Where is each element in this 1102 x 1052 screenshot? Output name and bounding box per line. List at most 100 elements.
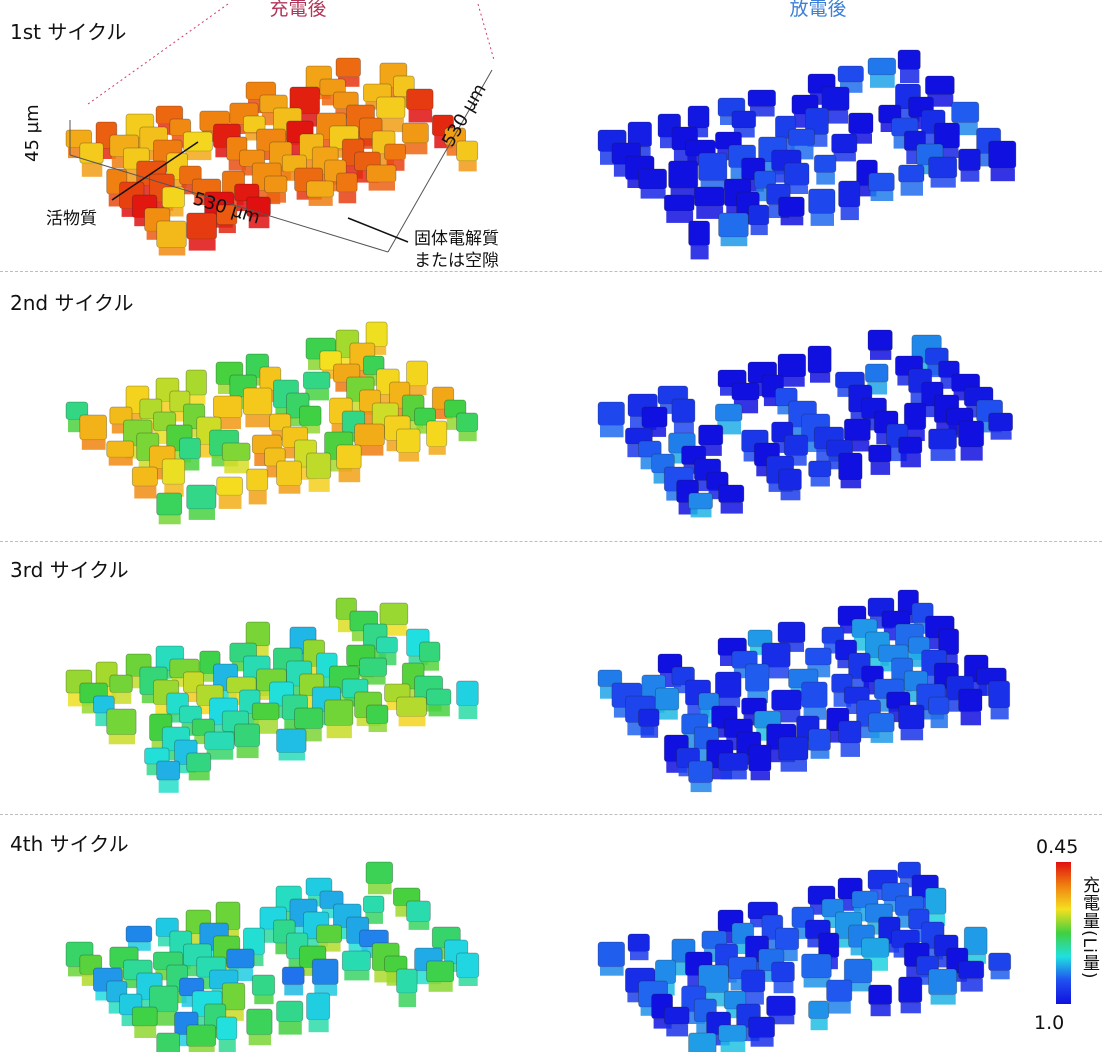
particle-face [181, 184, 201, 195]
particle-face [408, 109, 433, 123]
particle-face [990, 168, 1015, 182]
particle-face [326, 725, 352, 739]
particle-face [840, 480, 862, 489]
particle-face [747, 962, 768, 972]
particle-face [408, 921, 430, 930]
particle-face [365, 912, 383, 924]
particle-face [318, 677, 337, 690]
particle-face [763, 667, 790, 679]
charged-rendering-cycle-4 [65, 861, 480, 1052]
particle-face [288, 958, 307, 968]
particle-face [768, 1015, 795, 1025]
particle-face [284, 984, 304, 996]
colorbar-gradient [1056, 862, 1071, 1004]
particle-face [398, 452, 420, 462]
discharged-column-title: 放電後 [789, 0, 847, 20]
particle-face [428, 446, 446, 455]
particle-face [368, 723, 387, 732]
particle-face [643, 427, 667, 437]
particle-face [940, 654, 958, 664]
particle-face [168, 714, 188, 723]
particle-face [696, 206, 724, 219]
particle-face [930, 178, 956, 188]
particle-face [840, 207, 859, 221]
particle-face [673, 685, 694, 694]
particle-face [840, 899, 862, 911]
particle-face [188, 509, 215, 520]
particle-face [930, 449, 956, 461]
particle-face [368, 182, 395, 191]
particle-face [777, 949, 798, 962]
particle-face [708, 489, 728, 500]
particle-face [254, 995, 274, 1005]
discharged-rendering-cycle-1 [597, 49, 1017, 260]
particle-face [733, 128, 755, 138]
particle-face [266, 466, 285, 478]
particle-face [870, 75, 895, 88]
particle-face [111, 424, 131, 434]
cycle-4-label: 4th サイクル [10, 832, 129, 856]
particle-face [900, 729, 924, 741]
particle-face [155, 704, 178, 716]
particle-face [720, 770, 747, 780]
particle-face [108, 734, 136, 745]
particle-face [600, 425, 624, 438]
particle-face [837, 660, 856, 669]
particle-face [381, 624, 407, 636]
particle-face [361, 138, 382, 149]
particle-face [640, 189, 666, 199]
particle-face [793, 927, 813, 939]
particle-face [171, 412, 189, 422]
particle-face [288, 418, 309, 427]
particle-face [773, 442, 792, 453]
particle-face [278, 752, 306, 761]
discharged-rendering-cycle-4 [597, 861, 1012, 1052]
particle-face [773, 982, 794, 994]
particle-face [308, 478, 330, 492]
particle-face [134, 1026, 157, 1038]
particle-face [777, 406, 797, 415]
particle-face [245, 132, 265, 141]
particle-face [215, 417, 241, 430]
particle-face [780, 642, 804, 652]
particle-face [823, 110, 849, 124]
row-divider-3 [0, 814, 1102, 815]
particle-face [900, 1002, 921, 1014]
particle-face [151, 1011, 177, 1026]
particle-face [600, 966, 624, 976]
particle-face [331, 423, 352, 436]
particle-face [278, 485, 301, 494]
particle-face [81, 163, 103, 177]
particle-face [780, 216, 804, 226]
discharged-rendering-cycle-2 [597, 329, 1013, 518]
particle-face [690, 128, 709, 138]
particle-face [458, 977, 478, 986]
particle-face [398, 993, 417, 1008]
particle-face [98, 148, 116, 159]
particle-face [236, 746, 259, 759]
particle-face [733, 668, 757, 679]
particle-face [278, 1021, 302, 1035]
particle-face [351, 370, 374, 381]
particle-face [215, 963, 239, 974]
particle-face [434, 409, 453, 419]
particle-face [158, 401, 178, 413]
particle-face [368, 346, 387, 355]
particle-face [700, 180, 726, 191]
particle-face [870, 1004, 891, 1017]
particle-face [936, 148, 959, 158]
discharged-rendering-cycle-3 [597, 589, 1011, 793]
particle-face [108, 457, 133, 466]
particle-face [810, 1018, 828, 1031]
particle-face [858, 185, 877, 197]
particle-face [660, 137, 680, 149]
particle-face [786, 455, 807, 466]
particle-face [840, 743, 860, 757]
particle-face [828, 731, 848, 743]
colorbar-max-label: 0.45 [1036, 836, 1079, 858]
particle-face [750, 771, 770, 781]
particle-face [278, 911, 301, 921]
particle-face [927, 914, 945, 926]
particle-face [666, 761, 688, 773]
charged-rendering-cycle-3 [65, 597, 479, 793]
